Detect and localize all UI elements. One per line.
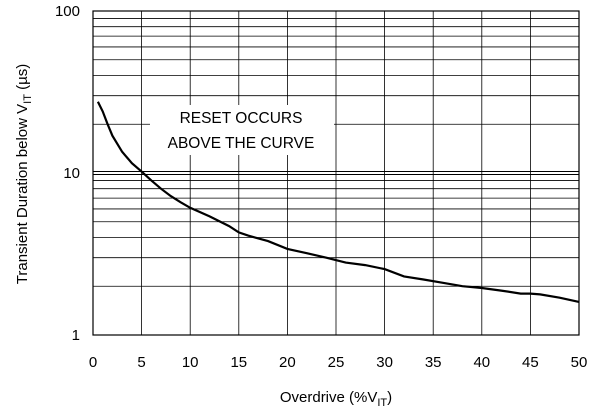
x-axis-title-sub: IT [377,397,387,409]
x-tick-label: 10 [182,354,199,371]
tick-labels: 0 5 10 15 20 25 30 35 40 45 50 1 10 100 [55,3,587,371]
x-axis-title-main: Overdrive (%V [280,389,378,406]
grid [93,11,579,335]
x-tick-label: 45 [522,354,539,371]
y-axis-title-tail: (µs) [14,64,31,94]
x-tick-label: 5 [137,354,145,371]
x-tick-label: 25 [328,354,345,371]
x-axis-title: Overdrive (%VIT) [280,389,392,409]
x-tick-label: 15 [230,354,247,371]
x-tick-label: 30 [376,354,393,371]
y-tick-label: 1 [72,327,80,344]
y-tick-label: 10 [63,165,80,182]
x-tick-label: 20 [279,354,296,371]
x-axis-title-tail: ) [387,389,392,406]
series-line [96,101,580,303]
x-tick-label: 0 [89,354,97,371]
y-axis-title: Transient Duration below VIT (µs) [14,64,34,284]
plot-frame [92,10,580,336]
y-axis-title-main: Transient Duration below V [14,104,31,284]
annotation-line-1: RESET OCCURS [180,110,303,127]
x-tick-label: 35 [425,354,442,371]
annotation-line-2: ABOVE THE CURVE [168,135,315,152]
x-tick-label: 50 [571,354,588,371]
y-axis-title-sub: IT [22,94,34,104]
annotation-box [150,105,334,155]
x-tick-label: 40 [473,354,490,371]
y-tick-label: 100 [55,3,80,20]
